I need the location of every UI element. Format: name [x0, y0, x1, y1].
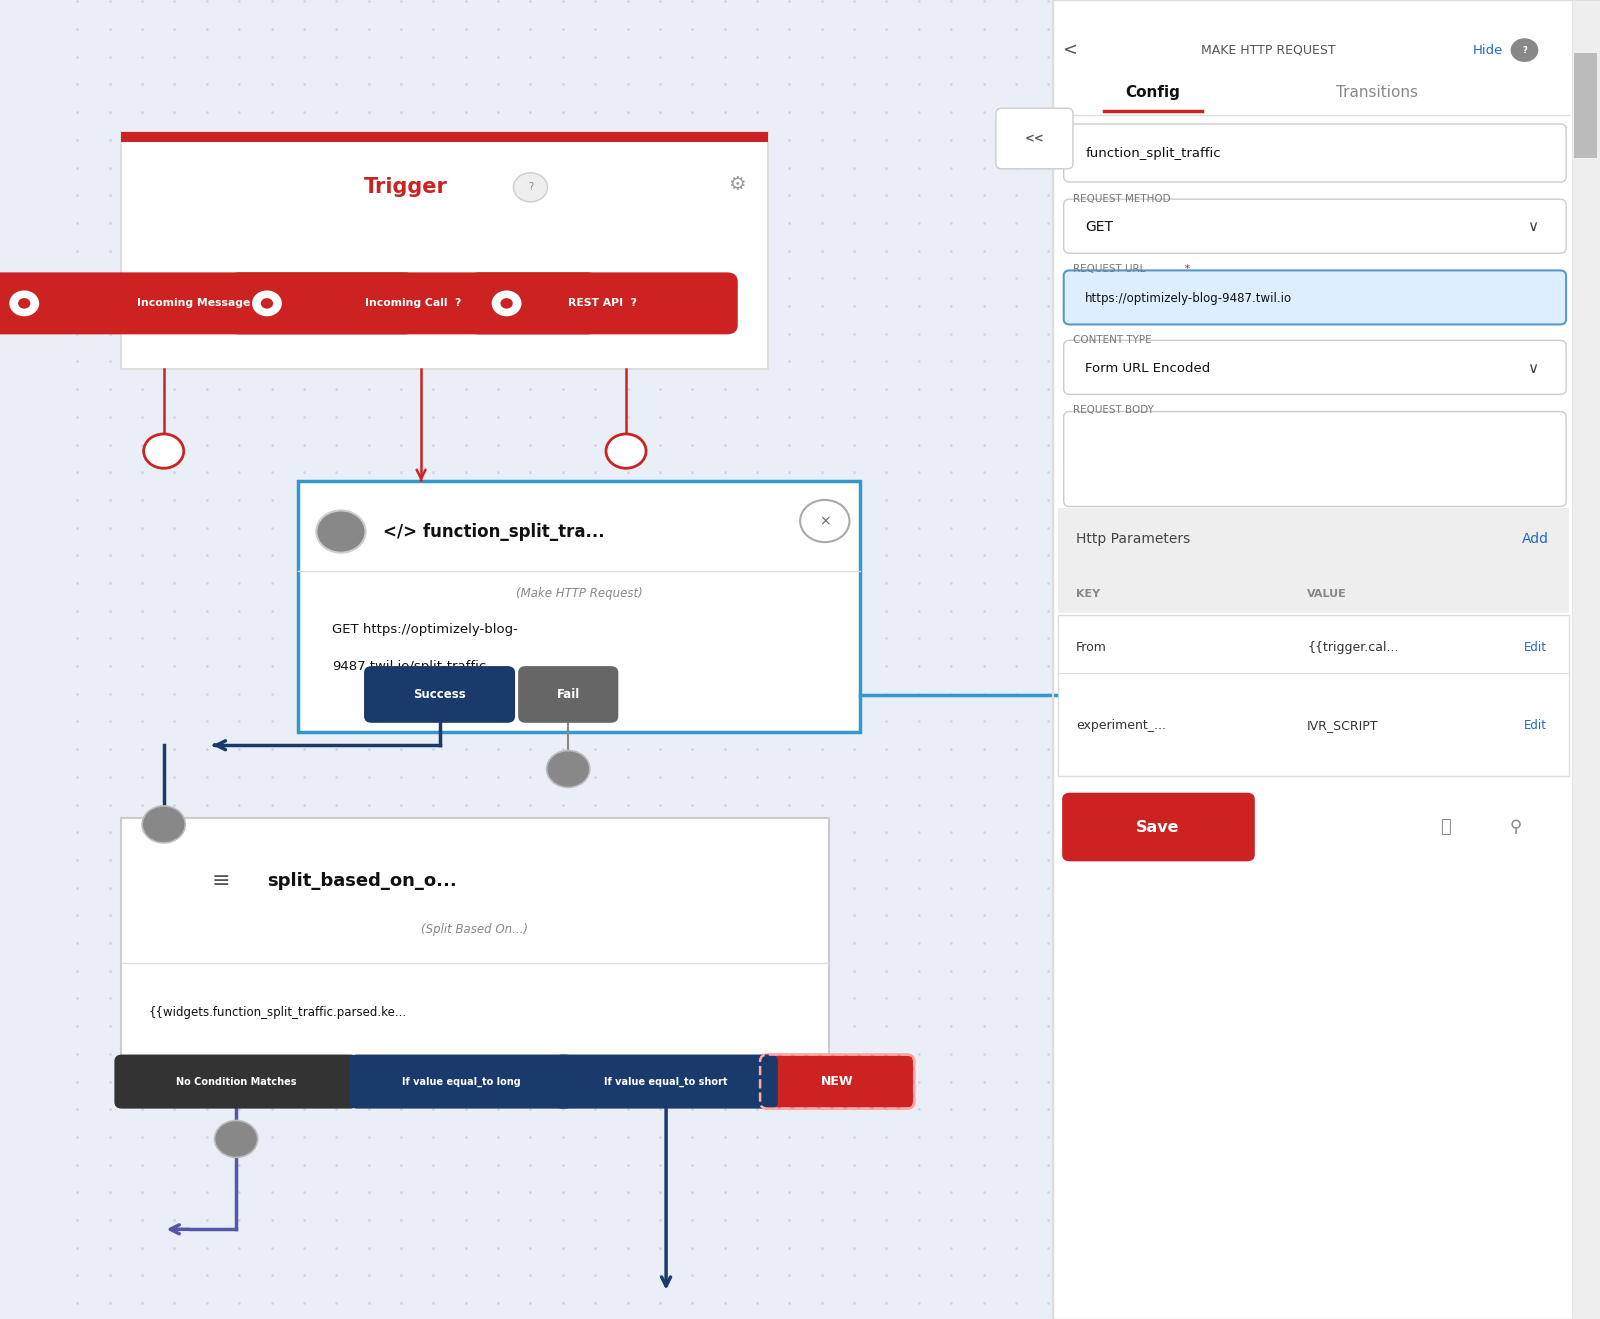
- Bar: [1058, 574, 1570, 613]
- Text: Incoming Call  ?: Incoming Call ?: [365, 298, 461, 309]
- Text: If value equal_to long: If value equal_to long: [402, 1076, 520, 1087]
- Text: Success: Success: [413, 689, 466, 700]
- FancyBboxPatch shape: [365, 666, 515, 723]
- Text: ⚙: ⚙: [728, 175, 746, 194]
- Text: Form URL Encoded: Form URL Encoded: [1085, 361, 1211, 375]
- Bar: [120, 132, 768, 369]
- FancyBboxPatch shape: [1064, 199, 1566, 253]
- Text: Edit: Edit: [1523, 719, 1547, 732]
- Circle shape: [144, 434, 184, 468]
- Text: Http Parameters: Http Parameters: [1077, 533, 1190, 546]
- FancyBboxPatch shape: [349, 1055, 573, 1108]
- Text: NEW: NEW: [821, 1075, 853, 1088]
- Text: experiment_...: experiment_...: [1077, 719, 1166, 732]
- FancyBboxPatch shape: [995, 108, 1074, 169]
- Circle shape: [800, 500, 850, 542]
- Text: Hide: Hide: [1472, 44, 1502, 57]
- Text: ∨: ∨: [1526, 219, 1538, 235]
- Text: (Make HTTP Request): (Make HTTP Request): [515, 587, 642, 600]
- Text: ?: ?: [1522, 46, 1526, 54]
- Text: {{trigger.cal...: {{trigger.cal...: [1307, 641, 1398, 654]
- Text: ?: ?: [528, 182, 533, 193]
- Text: Transitions: Transitions: [1336, 84, 1418, 100]
- FancyBboxPatch shape: [1062, 793, 1254, 861]
- Text: Save: Save: [1136, 819, 1179, 835]
- Circle shape: [253, 291, 282, 315]
- Circle shape: [18, 298, 30, 309]
- Text: REQUEST BODY: REQUEST BODY: [1074, 405, 1154, 415]
- Text: ⧉: ⧉: [1440, 818, 1451, 836]
- FancyBboxPatch shape: [1064, 124, 1566, 182]
- FancyBboxPatch shape: [469, 272, 738, 334]
- Text: If value equal_to short: If value equal_to short: [605, 1076, 728, 1087]
- Bar: [1058, 615, 1570, 776]
- Text: *: *: [1181, 264, 1190, 274]
- Circle shape: [547, 751, 590, 787]
- Bar: [1574, 53, 1597, 158]
- Bar: [1058, 508, 1570, 613]
- Text: No Condition Matches: No Condition Matches: [176, 1076, 296, 1087]
- Text: ⚲: ⚲: [1509, 818, 1522, 836]
- Circle shape: [514, 173, 547, 202]
- Text: From: From: [1077, 641, 1107, 654]
- FancyBboxPatch shape: [1064, 270, 1566, 324]
- Text: MAKE HTTP REQUEST: MAKE HTTP REQUEST: [1202, 44, 1336, 57]
- Text: GET: GET: [1085, 220, 1114, 233]
- Text: REQUEST METHOD: REQUEST METHOD: [1074, 194, 1171, 204]
- Text: ≡: ≡: [211, 871, 230, 892]
- Text: Fail: Fail: [557, 689, 579, 700]
- Text: KEY: KEY: [1077, 588, 1101, 599]
- FancyBboxPatch shape: [229, 272, 598, 334]
- Text: CONTENT TYPE: CONTENT TYPE: [1074, 335, 1152, 346]
- Bar: [120, 132, 768, 142]
- Circle shape: [606, 434, 646, 468]
- Bar: [1573, 0, 1600, 1319]
- Circle shape: [261, 298, 274, 309]
- FancyBboxPatch shape: [760, 1055, 914, 1108]
- Text: split_based_on_o...: split_based_on_o...: [267, 872, 456, 890]
- FancyBboxPatch shape: [114, 1055, 358, 1108]
- Circle shape: [493, 291, 520, 315]
- Text: (Split Based On...): (Split Based On...): [421, 923, 528, 936]
- Text: Edit: Edit: [1523, 641, 1547, 654]
- FancyBboxPatch shape: [554, 1055, 778, 1108]
- Text: ∨: ∨: [1526, 360, 1538, 376]
- Text: ×: ×: [819, 514, 830, 528]
- Text: Incoming Message  ?: Incoming Message ?: [138, 298, 264, 309]
- Text: Config: Config: [1126, 84, 1181, 100]
- Circle shape: [10, 291, 38, 315]
- Text: IVR_SCRIPT: IVR_SCRIPT: [1307, 719, 1379, 732]
- Text: <<: <<: [1024, 132, 1045, 145]
- Circle shape: [214, 1121, 258, 1158]
- Circle shape: [501, 298, 512, 309]
- Text: <: <: [1062, 41, 1077, 59]
- Text: function_split_traffic: function_split_traffic: [1085, 146, 1221, 160]
- Text: REQUEST URL: REQUEST URL: [1074, 264, 1146, 274]
- Bar: [120, 818, 829, 1068]
- Text: GET https://optimizely-blog-: GET https://optimizely-blog-: [331, 623, 517, 636]
- Text: VALUE: VALUE: [1307, 588, 1347, 599]
- Bar: [298, 481, 861, 732]
- Text: Trigger: Trigger: [363, 177, 448, 198]
- Text: REST API  ?: REST API ?: [568, 298, 637, 309]
- Text: https://optimizely-blog-9487.twil.io: https://optimizely-blog-9487.twil.io: [1085, 291, 1293, 305]
- Bar: [1053, 0, 1600, 1319]
- Circle shape: [1510, 38, 1538, 62]
- Text: 9487.twil.io/split-traffic: 9487.twil.io/split-traffic: [331, 660, 486, 673]
- Text: {{widgets.function_split_traffic.parsed.ke...: {{widgets.function_split_traffic.parsed.…: [149, 1006, 406, 1020]
- FancyBboxPatch shape: [1064, 412, 1566, 506]
- FancyBboxPatch shape: [1064, 340, 1566, 394]
- Text: Add: Add: [1522, 533, 1549, 546]
- Text: </> function_split_tra...: </> function_split_tra...: [382, 522, 605, 541]
- Circle shape: [317, 510, 365, 553]
- FancyBboxPatch shape: [518, 666, 618, 723]
- FancyBboxPatch shape: [0, 272, 416, 334]
- Circle shape: [142, 806, 186, 843]
